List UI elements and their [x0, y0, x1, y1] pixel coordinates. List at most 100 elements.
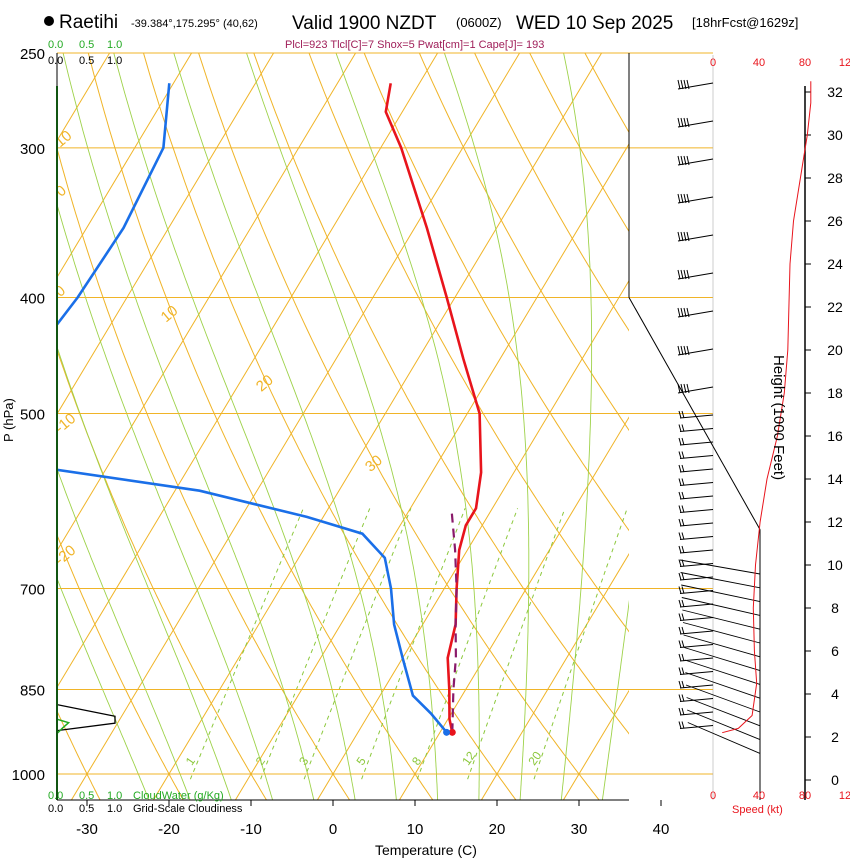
wind-barb [679, 603, 714, 608]
wind-barb [677, 158, 714, 166]
wind-barb [679, 671, 714, 675]
dry-adiabat-line [308, 53, 629, 633]
wind-barb-flag [681, 410, 685, 419]
wind-barb-flag [681, 667, 685, 675]
wind-barb-low [681, 584, 761, 603]
wind-barb-flag [681, 640, 685, 648]
pressure-tick-700: 700 [20, 581, 45, 598]
parcel-profile [450, 508, 458, 733]
height-tick-16: 16 [827, 428, 843, 444]
station-coords: -39.384°,175.295° (40,62) [131, 18, 258, 30]
height-tick-6: 6 [831, 643, 839, 659]
surface-temp-marker [448, 728, 456, 736]
moist-adiabat-line [601, 599, 629, 800]
valid-date: WED 10 Sep 2025 [516, 13, 673, 34]
station-dot [44, 16, 54, 26]
wind-barb [679, 536, 714, 540]
wind-barb-low [684, 659, 761, 685]
wind-barb-flag [678, 559, 682, 567]
mixing-ratio-line [260, 508, 371, 780]
surface-dew-marker [443, 728, 451, 736]
wind-barb-flag [681, 437, 685, 446]
wind-barb-flag [678, 721, 682, 729]
dry-adiabat-line [418, 53, 629, 432]
wind-barb-flag [678, 424, 682, 432]
wind-barb [677, 234, 714, 242]
wind-barb-flag [678, 680, 682, 689]
mixing-ratio-label: 20 [525, 749, 544, 768]
mixing-ratio-label: 12 [459, 749, 478, 768]
wind-barb-flag [686, 117, 690, 128]
height-tick-24: 24 [827, 256, 843, 272]
wind-barb-flag [683, 269, 687, 280]
moist-adiabat-line [560, 53, 593, 800]
dry-adiabat-line [57, 533, 184, 800]
wind-barb-flag [686, 307, 690, 318]
wind-barb-flag [680, 193, 684, 204]
wind-barb-flag [678, 451, 682, 459]
height-axis-label: Height (1000 Feet) [770, 355, 787, 480]
moist-adiabat-line [62, 53, 315, 800]
wind-barb-flag [686, 383, 690, 394]
wind-speed-height-profile [722, 81, 812, 734]
wind-barb [679, 549, 714, 554]
wind-barb-flag [677, 345, 681, 356]
wind-barb-flag [678, 437, 682, 446]
wind-barb-flag [678, 518, 682, 527]
wind-barb-flag [683, 383, 687, 394]
dry-adiabat-line [363, 53, 629, 532]
wind-barb [677, 196, 714, 204]
wind-barb-low [686, 697, 761, 727]
wind-barb-flag [677, 269, 681, 280]
pressure-tick-300: 300 [20, 141, 45, 158]
wind-barb-flag [677, 79, 681, 90]
wind-barb [679, 441, 714, 446]
wind-barb-low [683, 634, 761, 658]
wind-barb-low [687, 722, 761, 754]
dry-adiabat-label: -10 [52, 410, 80, 437]
speed-tick-top-120: 12 [839, 57, 850, 69]
wind-barb-flag [678, 545, 682, 554]
cw-tick-top-0: 0.0 [48, 39, 63, 51]
wind-barb-flag [678, 667, 682, 675]
wind-barb-flag [681, 721, 685, 729]
isotherm-line [57, 53, 275, 415]
mixing-ratio-label: 8 [409, 754, 424, 768]
wind-barb-flag [681, 505, 685, 513]
cl-tick-bot-1: 0.5 [79, 803, 94, 815]
wind-barb-flag [677, 231, 681, 242]
wind-barb-flag [681, 545, 685, 554]
mixing-ratio-label: 1 [183, 754, 198, 768]
moist-adiabat-line [335, 53, 480, 800]
cloudiness-profile [57, 703, 116, 732]
height-tick-10: 10 [827, 557, 843, 573]
wind-barb-flag [683, 307, 687, 318]
wind-barb-flag [681, 694, 685, 702]
wind-barb-flag [686, 345, 690, 356]
wind-barb-flag [683, 155, 687, 166]
wind-barb-flag [677, 155, 681, 166]
plot-right-diagonal [628, 297, 761, 530]
wind-barb-flag [683, 117, 687, 128]
wind-barb-flag [680, 383, 684, 394]
moist-adiabat-line [57, 577, 150, 800]
wind-barb-flag [686, 193, 690, 204]
moist-adiabat-line [443, 53, 530, 800]
temp-tick--10: -10 [240, 821, 262, 838]
dry-adiabat-line [142, 53, 517, 800]
isotherm-line [234, 143, 629, 800]
wind-barb [679, 495, 714, 500]
wind-barb [677, 310, 714, 318]
wind-barb [679, 657, 714, 662]
wind-barb-flag [678, 640, 682, 648]
moist-adiabat-line [173, 53, 397, 800]
wind-barb-flag [686, 231, 690, 242]
wind-barb-flag [681, 478, 685, 486]
temp-tick--20: -20 [158, 821, 180, 838]
speed-tick-top-0: 0 [710, 57, 716, 69]
wind-barb [679, 698, 714, 702]
dry-adiabat-line [253, 53, 629, 735]
height-tick-30: 30 [827, 127, 843, 143]
wind-barb-flag [680, 269, 684, 280]
